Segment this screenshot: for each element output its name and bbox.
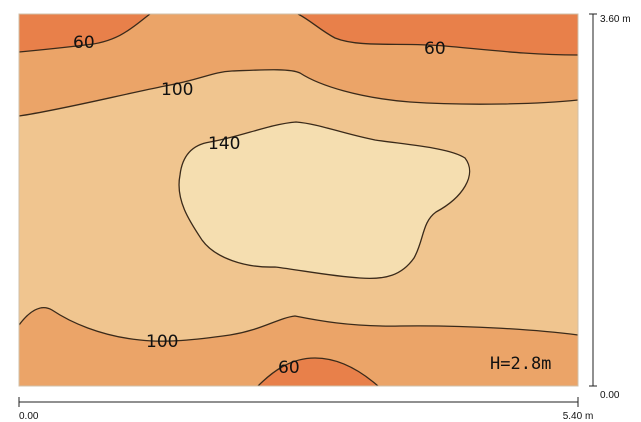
y-dimension: 3.60 m 0.00 <box>589 13 631 401</box>
contour-label-lower: 100 <box>146 332 178 352</box>
x-dimension-end: 5.40 m <box>563 411 594 422</box>
contour-100-upper <box>19 69 578 117</box>
y-dimension-end: 3.60 m <box>600 14 631 25</box>
band-lowest-top-left <box>19 14 150 52</box>
contour-60-top-left <box>19 14 151 53</box>
contour-140 <box>178 121 471 280</box>
band-lowest-bottom <box>258 358 378 386</box>
band-lowest-top-right <box>298 14 578 55</box>
x-dimension: 0.00 5.40 m <box>18 397 594 422</box>
contour-label-upper: 100 <box>161 80 193 100</box>
contour-label-center: 140 <box>208 134 240 154</box>
contour-label-bottom: 60 <box>278 358 300 378</box>
contour-100-lower <box>19 307 578 342</box>
x-dimension-start: 0.00 <box>19 411 39 422</box>
contour-60-bottom <box>257 357 379 386</box>
contour-label-top-right: 60 <box>424 39 446 59</box>
contour-60-top-right <box>297 14 578 56</box>
plot-frame <box>18 13 579 387</box>
height-label: H=2.8m <box>490 354 551 374</box>
contour-plot-area <box>19 14 578 386</box>
y-dimension-start: 0.00 <box>600 390 620 401</box>
contour-label-top-left: 60 <box>73 33 95 53</box>
band-highest <box>179 122 470 279</box>
